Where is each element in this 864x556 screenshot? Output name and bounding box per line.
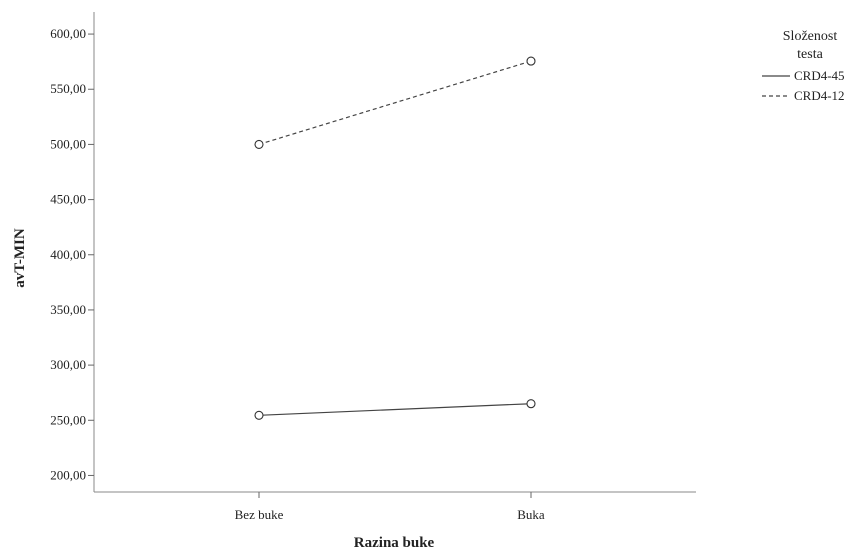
data-point-crd4-45-0 <box>254 410 264 420</box>
y-tick-label: 500,00 <box>50 136 86 151</box>
y-tick-label: 350,00 <box>50 302 86 317</box>
legend-items: CRD4-45 CRD4-12 <box>762 68 845 103</box>
legend-title-line-1: Složenost <box>783 29 838 44</box>
y-tick-label: 250,00 <box>50 412 86 427</box>
series-line-crd4-45 <box>258 403 532 416</box>
legend-label-crd4-12: CRD4-12 <box>794 88 845 103</box>
y-axis-title: avT-MIN <box>12 228 28 288</box>
data-point-crd4-45-1 <box>526 399 536 409</box>
y-tick-label: 450,00 <box>50 192 86 207</box>
legend-label-crd4-45: CRD4-45 <box>794 68 845 83</box>
y-tick-label: 400,00 <box>50 247 86 262</box>
y-tick-label: 300,00 <box>50 357 86 372</box>
x-axis-title: Razina buke <box>354 535 435 551</box>
y-tick-label: 600,00 <box>50 26 86 41</box>
data-point-crd4-12-1 <box>526 56 536 66</box>
legend: Složenost testa CRD4-45 CRD4-12 <box>762 29 845 103</box>
legend-title-line-2: testa <box>797 47 823 62</box>
x-tick-label: Bez buke <box>235 507 284 522</box>
y-tick-label: 200,00 <box>50 467 86 482</box>
series-line-crd4-12 <box>258 60 532 145</box>
y-tick-label: 550,00 <box>50 81 86 96</box>
data-point-crd4-12-0 <box>254 139 264 149</box>
x-tick-label: Buka <box>517 507 545 522</box>
plot-area: 200,00 250,00 300,00 350,00 400,00 450,00 500,… <box>50 12 696 522</box>
